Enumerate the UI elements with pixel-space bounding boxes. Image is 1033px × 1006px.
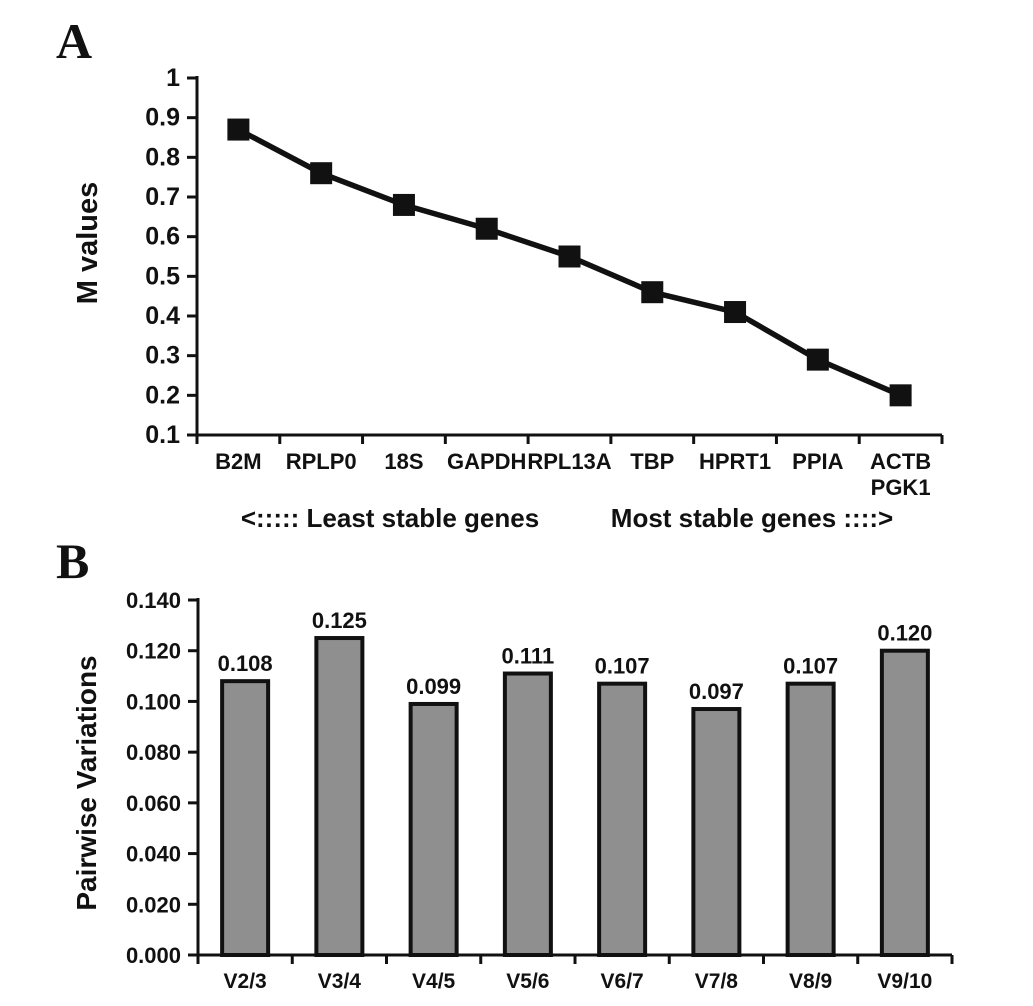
y-tick-label: 0.3 [145, 342, 180, 370]
gene-label: RPLP0 [286, 449, 357, 474]
y-tick-label: 0.2 [145, 381, 180, 409]
panel-b-ylabel: Pairwise Variations [71, 655, 102, 910]
variation-pair-label: V4/5 [412, 970, 456, 993]
pairwise-variation-bar [597, 681, 648, 958]
m-value-marker [310, 162, 333, 185]
m-value-marker [392, 193, 415, 216]
y-tick-label: 0.6 [145, 223, 180, 251]
y-tick-label: 0.8 [145, 143, 180, 171]
bar-value-label: 0.120 [877, 621, 932, 646]
pairwise-variation-bar [408, 701, 459, 958]
bar-value-label: 0.099 [406, 674, 461, 699]
m-value-marker [889, 384, 912, 407]
gene-label: ACTB [870, 449, 931, 474]
m-value-marker [227, 118, 250, 141]
y-tick-label: 0.120 [126, 639, 181, 664]
variation-pair-label: V7/8 [695, 970, 739, 993]
y-tick-label: 0.140 [126, 588, 181, 613]
y-tick-label: 0.100 [126, 689, 181, 714]
variation-pair-label: V2/3 [224, 970, 267, 993]
m-value-marker [806, 348, 829, 371]
gene-label: GAPDH [447, 449, 526, 474]
m-value-marker [558, 245, 581, 268]
y-tick-label: 0.080 [126, 740, 181, 765]
gene-label: B2M [215, 449, 261, 474]
panel-b-label: B [56, 533, 90, 589]
variation-pair-label: V8/9 [789, 970, 832, 993]
y-tick-label: 0.4 [145, 302, 180, 330]
gene-label: TBP [630, 449, 674, 474]
bar-value-label: 0.125 [312, 608, 367, 633]
gene-label: HPRT1 [699, 449, 771, 474]
gene-label: PGK1 [871, 475, 931, 500]
least-stable-annotation: <::::: Least stable genes [241, 503, 539, 533]
m-value-marker [724, 301, 747, 324]
pairwise-variation-bar [502, 671, 553, 957]
pairwise-variation-bar [785, 681, 836, 958]
y-tick-label: 0.7 [145, 183, 180, 211]
variation-pair-label: V6/7 [601, 970, 644, 993]
bar-value-label: 0.111 [502, 644, 555, 669]
bar-value-label: 0.108 [218, 651, 273, 676]
variation-pair-label: V9/10 [877, 970, 932, 993]
gene-label: 18S [384, 449, 423, 474]
panel-a-ylabel: M values [72, 182, 104, 305]
gene-label: PPIA [792, 449, 843, 474]
pairwise-variation-bar [314, 636, 365, 957]
bar-value-label: 0.107 [595, 654, 650, 679]
gene-label: RPL13A [527, 449, 611, 474]
variation-pair-label: V5/6 [506, 970, 549, 993]
bar-value-label: 0.097 [689, 679, 744, 704]
panel-a-label: A [56, 13, 93, 69]
variation-pair-label: V3/4 [318, 970, 362, 993]
m-value-marker [475, 217, 498, 240]
y-tick-label: 0.000 [126, 943, 181, 968]
y-tick-label: 0.5 [145, 262, 180, 290]
pairwise-variation-bar [879, 648, 930, 957]
pairwise-variation-bar [691, 707, 742, 957]
y-tick-label: 0.020 [126, 892, 181, 917]
y-tick-label: 0.9 [145, 104, 180, 132]
y-tick-label: 1 [166, 64, 180, 92]
most-stable-annotation: Most stable genes ::::> [611, 503, 893, 533]
y-tick-label: 0.1 [145, 421, 180, 449]
y-tick-label: 0.060 [126, 791, 181, 816]
m-value-marker [641, 281, 664, 304]
bar-value-label: 0.107 [783, 654, 838, 679]
y-tick-label: 0.040 [126, 842, 181, 867]
pairwise-variation-bar [220, 679, 271, 958]
